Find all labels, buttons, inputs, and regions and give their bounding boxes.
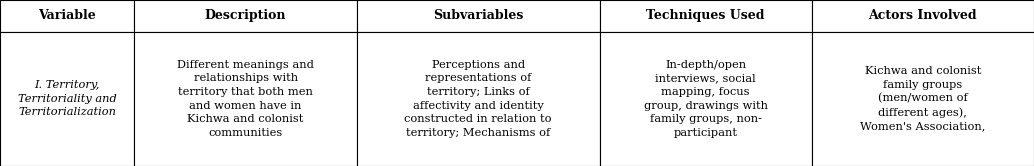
Text: I. Territory,
Territoriality and
Territorialization: I. Territory, Territoriality and Territo… [18,80,117,117]
Bar [357,32,600,166]
Text: Perceptions and
representations of
territory; Links of
affectivity and identity
: Perceptions and representations of terri… [404,60,552,138]
Text: Actors Involved: Actors Involved [869,9,977,22]
Text: Variable: Variable [38,9,96,22]
Text: Different meanings and
relationships with
territory that both men
and women have: Different meanings and relationships wit… [177,60,314,138]
Text: Description: Description [205,9,286,22]
Bar [134,0,357,32]
Text: Subvariables: Subvariables [433,9,523,22]
Text: Kichwa and colonist
family groups
(men/women of
different ages),
Women's Associa: Kichwa and colonist family groups (men/w… [860,66,985,132]
Text: In-depth/open
interviews, social
mapping, focus
group, drawings with
family grou: In-depth/open interviews, social mapping… [644,60,767,138]
Bar [600,0,812,32]
Bar [600,32,812,166]
Text: Techniques Used: Techniques Used [646,9,765,22]
Bar [134,32,357,166]
Bar [0,32,134,166]
Bar [357,0,600,32]
Bar [812,0,1034,32]
Bar [812,32,1034,166]
Bar [0,0,134,32]
